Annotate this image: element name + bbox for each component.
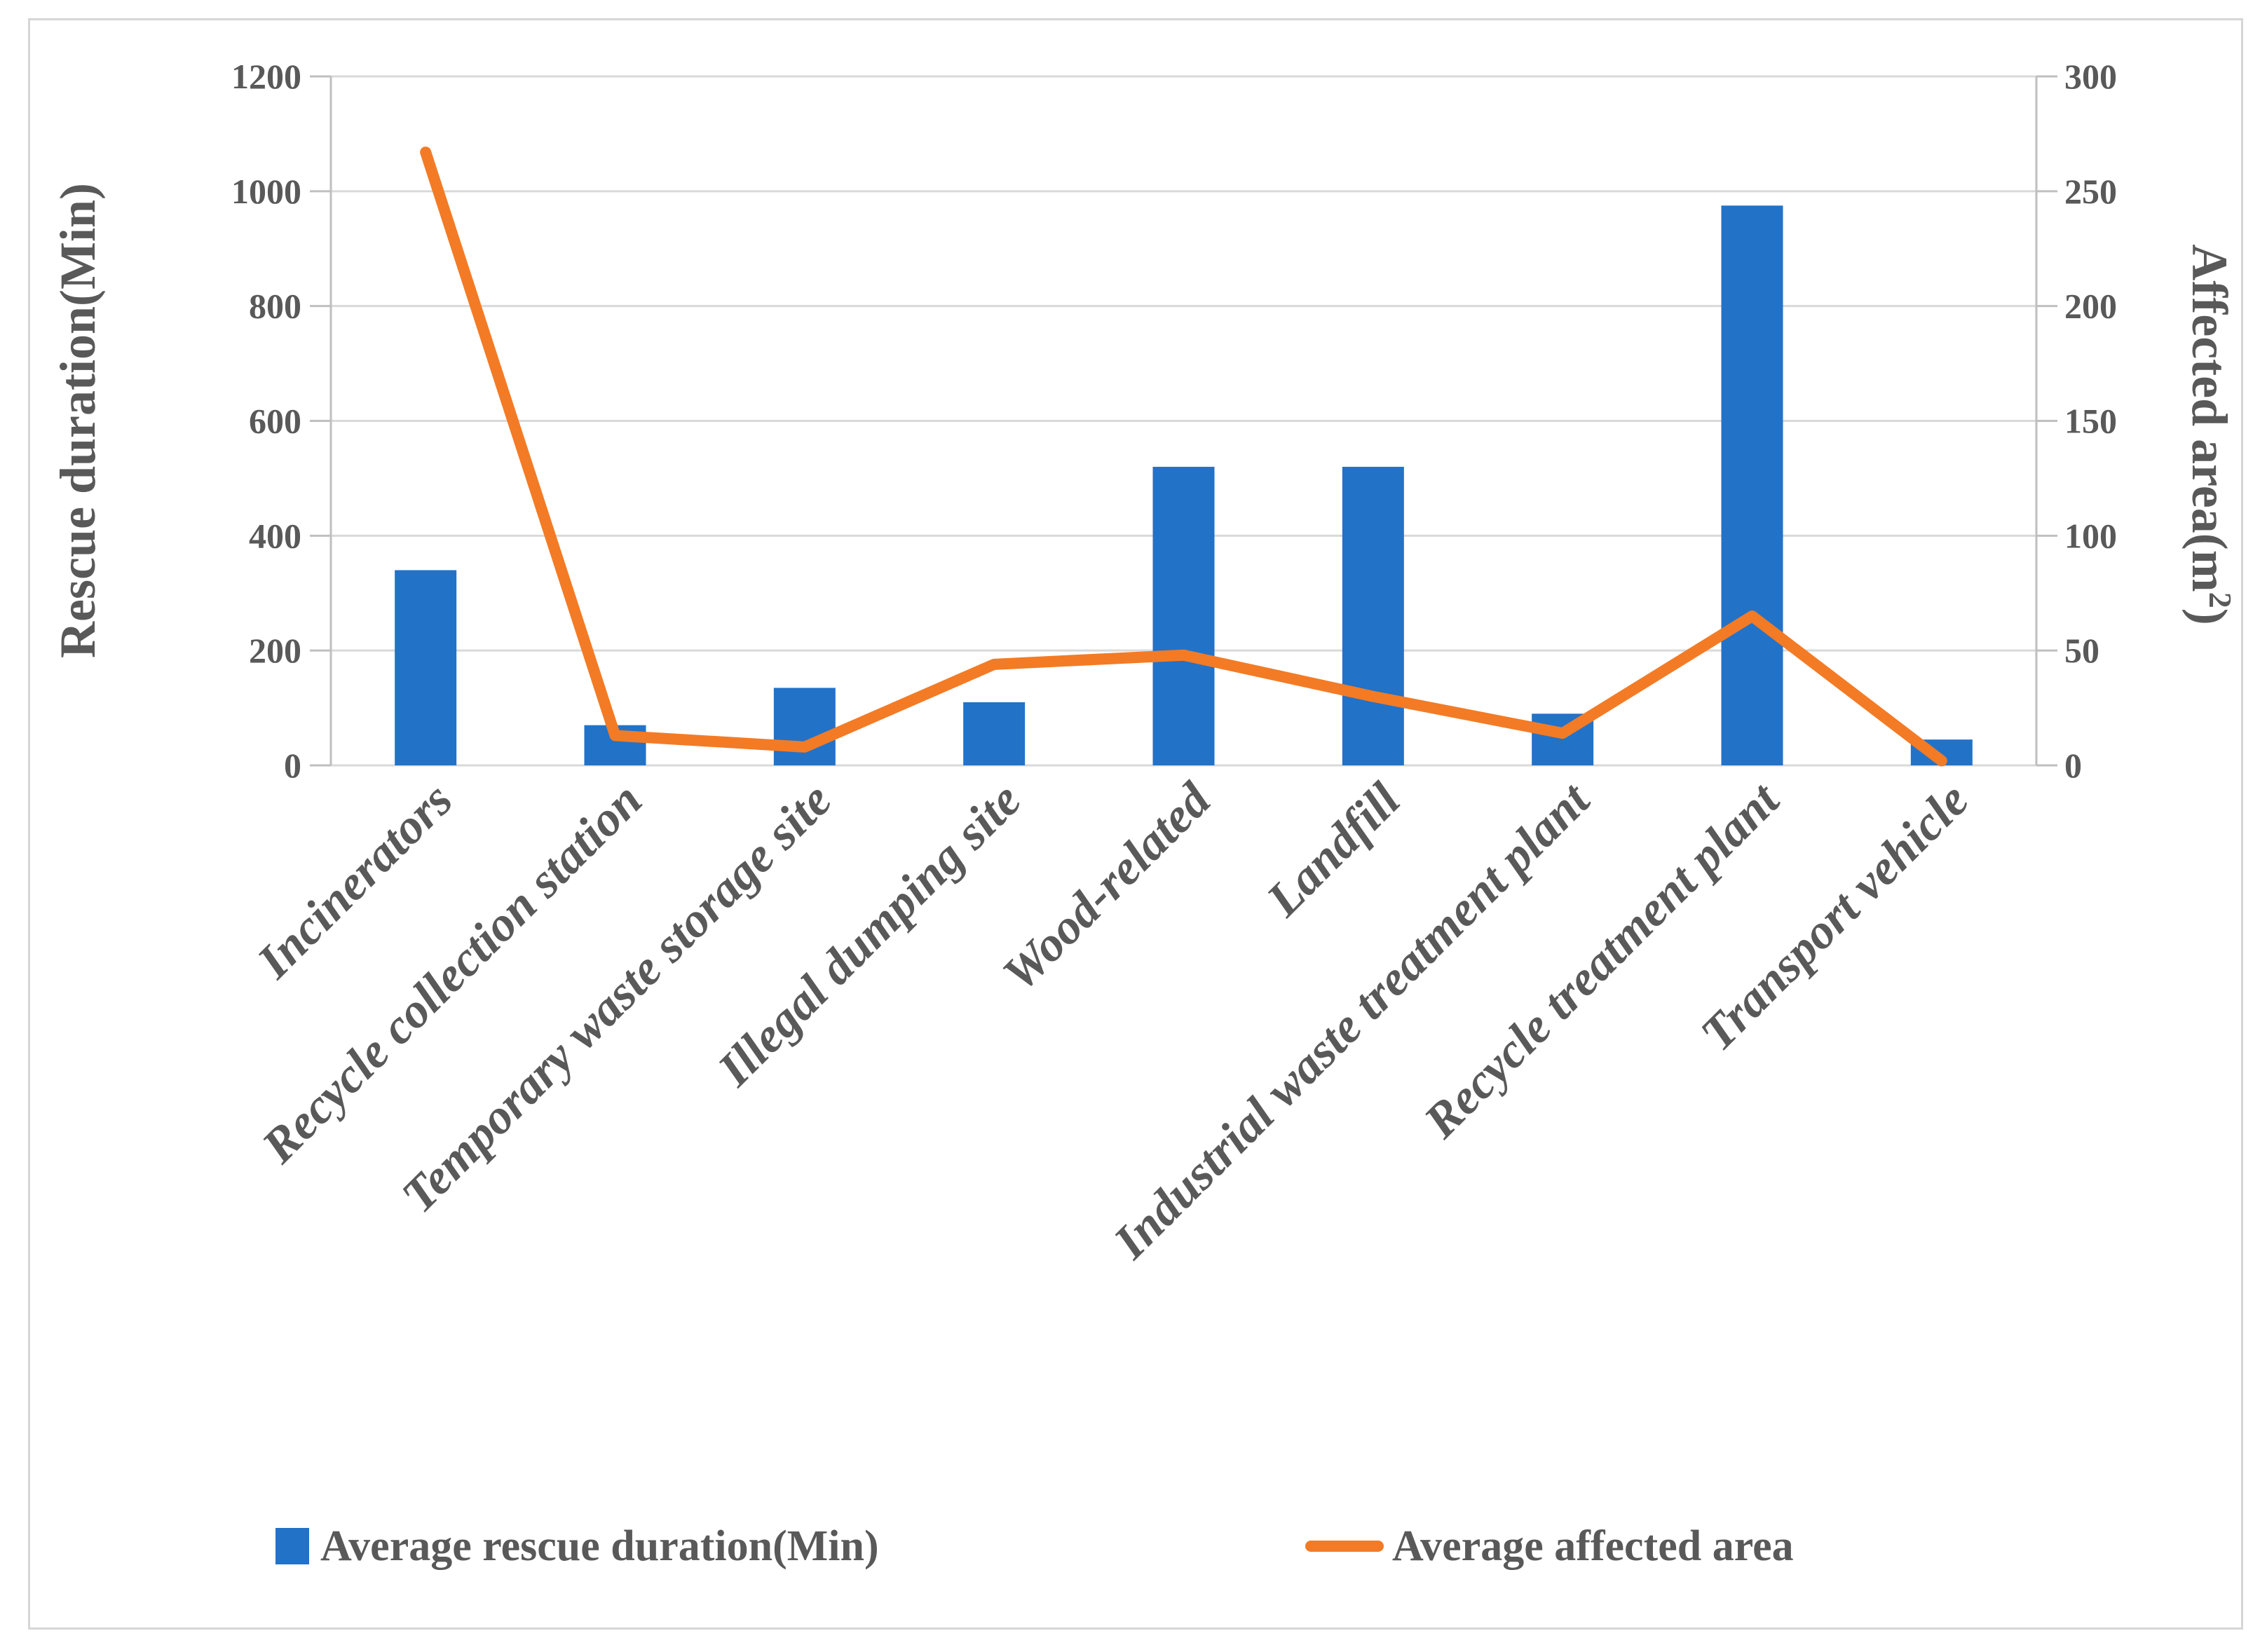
- left-axis-tick-label: 1000: [231, 172, 301, 211]
- category-label-landfill: Landfill: [1256, 772, 1411, 927]
- left-axis-tick-label: 1200: [231, 57, 301, 96]
- bar-wood-related: [1152, 467, 1215, 765]
- left-axis-tick-label: 200: [249, 631, 301, 670]
- bar-landfill: [1342, 467, 1404, 765]
- left-axis-tick-label: 0: [284, 746, 301, 785]
- left-axis-title: Rescue duration(Min): [50, 183, 106, 658]
- left-axis-tick-label: 400: [249, 516, 301, 555]
- right-axis-tick-label: 150: [2064, 402, 2117, 441]
- right-axis-tick-label: 100: [2064, 516, 2117, 555]
- right-axis-tick-label: 250: [2064, 172, 2117, 211]
- legend-swatch-bar: [275, 1528, 309, 1564]
- bar-recycle-treatment-plant: [1721, 205, 1783, 765]
- bar-temporary-waste-storage-site: [773, 688, 836, 765]
- right-axis-tick-label: 50: [2064, 631, 2099, 670]
- left-axis-tick-label: 600: [249, 402, 301, 441]
- legend-label-bar: Average rescue duration(Min): [320, 1522, 879, 1570]
- left-axis-tick-label: 800: [249, 287, 301, 326]
- right-axis-tick-label: 200: [2064, 287, 2117, 326]
- category-label-recycle-treatment-plant: Recycle treatment plant: [1414, 772, 1791, 1149]
- legend-label-line: Average affected area: [1392, 1522, 1794, 1570]
- right-axis-tick-label: 0: [2064, 746, 2082, 785]
- category-label-recycle-collection-station: Recycle collection station: [252, 773, 653, 1174]
- bar-incinerators: [395, 570, 457, 765]
- bar-illegal-dumping-site: [963, 702, 1026, 765]
- line-average-affected-area: [420, 146, 1947, 767]
- right-axis-title: Affected area(m2): [2181, 244, 2238, 624]
- right-axis-tick-label: 300: [2064, 57, 2117, 96]
